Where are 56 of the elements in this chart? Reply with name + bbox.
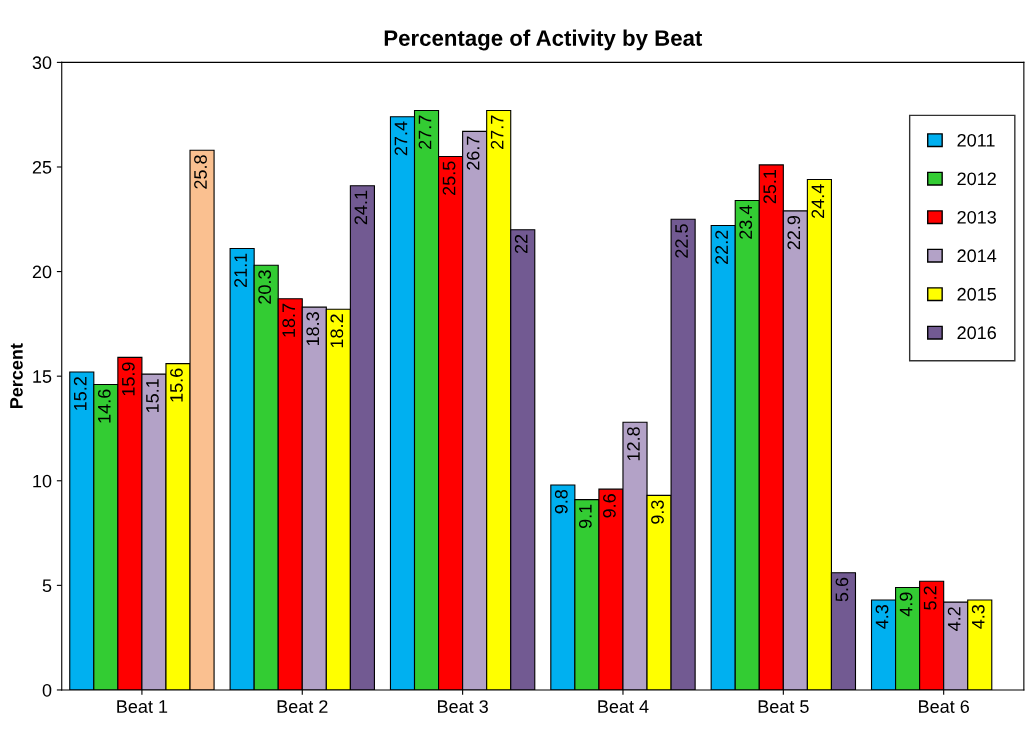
data-label: 25.5 (442, 161, 456, 195)
data-label: 22 (514, 234, 528, 254)
data-label: 26.7 (466, 136, 480, 170)
data-label: 4.3 (875, 604, 889, 629)
legend-label: 2011 (957, 133, 995, 147)
data-label: 22.2 (715, 230, 728, 264)
data-label: 15.6 (170, 368, 183, 402)
data-label: 18.2 (330, 314, 344, 348)
data-label: 9.8 (554, 489, 568, 514)
y-tick-label: 25 (32, 160, 52, 174)
y-tick-label: 10 (33, 474, 52, 488)
legend-label: 2012 (957, 172, 996, 186)
data-label: 27.7 (490, 115, 504, 149)
data-label: 15.1 (146, 379, 159, 413)
y-tick-label: 0 (42, 683, 52, 697)
data-label: 12.8 (627, 427, 640, 461)
data-label: 25.8 (194, 155, 207, 189)
data-label: 27.7 (418, 115, 432, 149)
data-label: 18.7 (282, 303, 296, 337)
data-label: 15.2 (73, 377, 87, 410)
data-label: 23.4 (739, 205, 753, 239)
data-label: 24.4 (811, 184, 825, 218)
data-label: 21.1 (234, 253, 247, 287)
data-label: 27.4 (394, 121, 408, 156)
data-label: 25.1 (763, 169, 777, 204)
data-label: 22.5 (675, 224, 688, 258)
data-label: 4.3 (971, 604, 985, 629)
data-label: 9.3 (651, 500, 664, 524)
y-tick-label: 15 (33, 370, 52, 383)
data-label: 20.3 (258, 270, 272, 304)
data-label: 9.1 (578, 504, 592, 529)
x-tick-label: Beat 4 (598, 700, 649, 713)
data-label: 18.3 (306, 312, 320, 346)
data-label: 24.1 (354, 190, 368, 225)
y-tick-label: 5 (42, 579, 52, 593)
x-tick-label: Beat 6 (919, 700, 969, 713)
legend-label: 2014 (957, 249, 997, 263)
legend-label: 2013 (957, 210, 996, 224)
x-tick-label: Beat 2 (277, 700, 328, 713)
y-tick-label: 20 (32, 265, 52, 279)
data-label: 4.9 (899, 592, 913, 617)
data-label: 14.6 (97, 389, 111, 423)
x-tick-label: Beat 1 (117, 700, 168, 713)
data-label: 22.9 (787, 215, 801, 250)
y-axis-title: Percent (10, 343, 23, 409)
y-tick-label: 30 (32, 56, 52, 70)
data-label: 9.6 (603, 494, 616, 518)
chart-title: Percentage of Activity by Beat (384, 29, 703, 51)
data-label: 4.2 (947, 607, 961, 631)
data-label: 5.6 (835, 577, 849, 602)
x-tick-label: Beat 5 (758, 700, 809, 713)
legend-label: 2016 (957, 326, 996, 340)
legend-label: 2015 (957, 287, 997, 301)
data-label: 5.2 (923, 586, 937, 610)
data-label: 15.9 (121, 362, 135, 396)
x-tick-label: Beat 3 (438, 700, 488, 713)
